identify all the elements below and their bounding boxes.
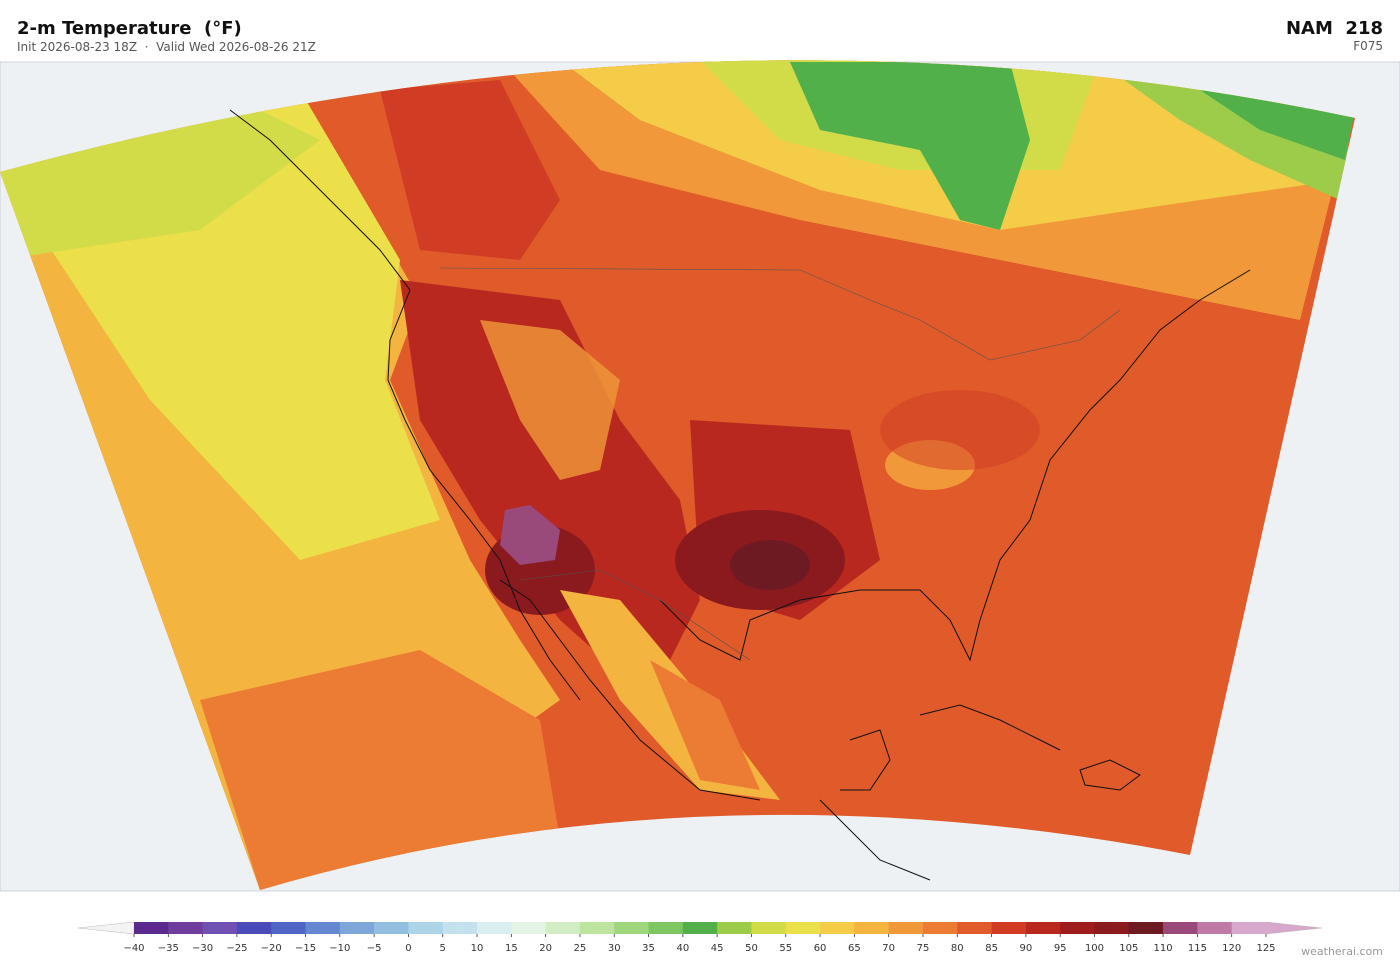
colorbar-bin <box>717 922 752 934</box>
colorbar-tick-label: 80 <box>951 943 964 954</box>
colorbar-bin <box>1231 922 1267 934</box>
colorbar-tick-label: 55 <box>779 943 792 954</box>
colorbar-tick-label: 0 <box>405 943 411 954</box>
colorbar-bin <box>408 922 444 934</box>
colorbar-bin <box>477 922 512 934</box>
colorbar-tick-label: 110 <box>1154 943 1173 954</box>
coastlines <box>229 109 1251 881</box>
colorbar-bin <box>682 922 718 934</box>
colorbar-bin <box>648 922 684 934</box>
colorbar-tick-label: 70 <box>882 943 895 954</box>
colorbar-bin <box>751 922 787 934</box>
colorbar-under <box>77 921 135 935</box>
forecast-hour: F075 <box>1353 39 1383 53</box>
colorbar-bin <box>374 922 409 934</box>
borders <box>439 267 1121 661</box>
credit: weatherai.com <box>1301 945 1383 958</box>
colorbar-tick-label: 125 <box>1256 943 1275 954</box>
colorbar-tick-label: 60 <box>814 943 827 954</box>
colorbar-tick-label: 15 <box>505 943 518 954</box>
colorbar-tick-label: 85 <box>985 943 998 954</box>
colorbar-bin <box>202 922 238 934</box>
colorbar-bin <box>134 922 169 934</box>
colorbar-tick-label: −30 <box>192 943 213 954</box>
colorbar-tick-label: 40 <box>676 943 689 954</box>
colorbar-tick-label: 35 <box>642 943 655 954</box>
colorbar-bin <box>271 922 306 934</box>
colorbar-tick-label: 115 <box>1188 943 1207 954</box>
colorbar-bin <box>922 922 958 934</box>
colorbar-tick-label: −20 <box>261 943 282 954</box>
subtitle: Init 2026-08-23 18Z · Valid Wed 2026-08-… <box>17 40 316 54</box>
model-name: NAM 218 <box>1286 18 1383 39</box>
colorbar-tick-label: 10 <box>471 943 484 954</box>
colorbar-bin <box>1128 922 1164 934</box>
colorbar-tick-label: 5 <box>440 943 446 954</box>
colorbar-tick-label: −10 <box>329 943 350 954</box>
colorbar-over <box>1265 921 1323 935</box>
colorbar-bin <box>511 922 546 934</box>
colorbar-tick-label: 90 <box>1020 943 1033 954</box>
colorbar-bin <box>168 922 203 934</box>
colorbar-bin <box>854 922 889 934</box>
colorbar-tick-label: −25 <box>226 943 247 954</box>
colorbar-bin <box>820 922 855 934</box>
temperature-field <box>0 60 1355 891</box>
map <box>0 60 1400 892</box>
colorbar-tick-label: −35 <box>158 943 179 954</box>
colorbar-tick-label: 95 <box>1054 943 1067 954</box>
colorbar-bin <box>1025 922 1061 934</box>
colorbar-tick-label: −40 <box>123 943 144 954</box>
colorbar-bin <box>614 922 649 934</box>
colorbar-bin <box>1094 922 1130 934</box>
colorbar-tick-label: 75 <box>917 943 930 954</box>
colorbar-tick-label: −15 <box>295 943 316 954</box>
title: 2-m Temperature (°F) <box>17 18 242 39</box>
colorbar-bin <box>785 922 821 934</box>
colorbar-bin <box>991 922 1027 934</box>
colorbar-bin <box>957 922 992 934</box>
colorbar-tick-label: 50 <box>745 943 758 954</box>
colorbar-tick-label: 105 <box>1119 943 1138 954</box>
colorbar-bin <box>442 922 478 934</box>
colorbar-tick-label: 100 <box>1085 943 1104 954</box>
colorbar: −40 −35 −30 −25 −20 −15 −10 −5 0 5 10 15 20 25 30 35 40 4… <box>77 921 1323 954</box>
colorbar-bin <box>888 922 924 934</box>
colorbar-tick-label: 45 <box>711 943 724 954</box>
colorbar-bin <box>305 922 341 934</box>
colorbar-tick-label: 25 <box>574 943 587 954</box>
colorbar-tick-label: 30 <box>608 943 621 954</box>
colorbar-bin <box>545 922 581 934</box>
colorbar-tick-label: 120 <box>1222 943 1241 954</box>
colorbar-bin <box>339 922 375 934</box>
colorbar-tick-label: 20 <box>539 943 552 954</box>
colorbar-tick-label: 65 <box>848 943 861 954</box>
colorbar-bin <box>1197 922 1232 934</box>
colorbar-tick-label: −5 <box>367 943 382 954</box>
colorbar-bin <box>236 922 272 934</box>
colorbar-bin <box>1163 922 1198 934</box>
colorbar-bin <box>1060 922 1095 934</box>
colorbar-bin <box>579 922 615 934</box>
